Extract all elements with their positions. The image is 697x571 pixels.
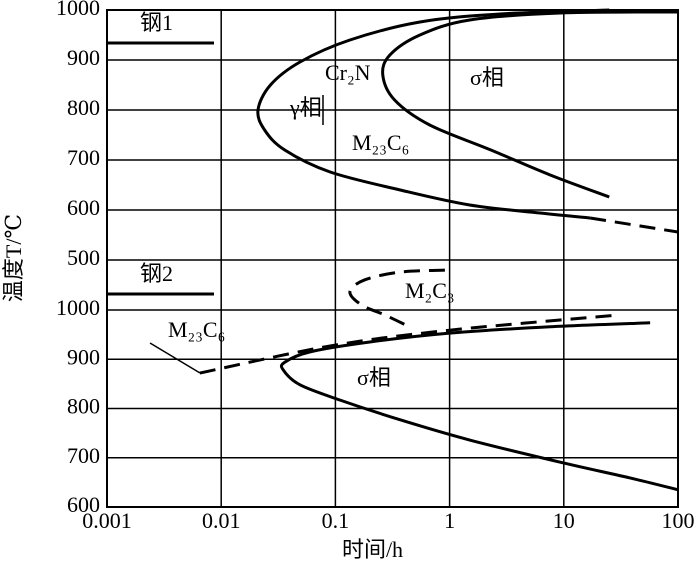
y-tick-label: 900 [67,344,100,369]
y-tick-label: 800 [67,394,100,419]
curve [381,10,679,199]
y-axis-label: 温度T/℃ [1,214,26,302]
x-tick-label: 0.001 [82,508,132,533]
annotation: Cr₂N [325,60,371,85]
x-tick-label: 100 [662,508,695,533]
panel-title: 钢1 [140,10,173,35]
y-tick-label: 700 [67,145,100,170]
panel-title: 钢2 [140,261,173,286]
annotation: γ相 [289,95,322,120]
y-tick-label: 500 [67,245,100,270]
y-tick-label: 600 [67,492,100,517]
y-tick-label: 800 [67,95,100,120]
curve [256,8,610,220]
annotation: σ相 [357,365,391,390]
y-tick-label: 1000 [56,295,100,320]
curve [348,268,445,327]
annotation: σ相 [470,65,504,90]
x-axis-label: 时间/h [342,537,403,562]
curve [199,313,621,375]
curve [589,216,679,234]
curve [279,321,679,492]
annotation: M₂₃C₆ [352,130,409,155]
y-tick-label: 700 [67,443,100,468]
y-tick-label: 900 [67,45,100,70]
annotation: M₂C₃ [405,278,455,303]
x-tick-label: 1 [444,508,455,533]
y-tick-label: 600 [67,195,100,220]
x-tick-label: 0.1 [322,508,350,533]
annotation-pointer [149,342,201,374]
annotation: M₂₃C₆ [168,317,225,342]
x-tick-label: 0.01 [202,508,241,533]
plot-frame [106,9,679,508]
x-tick-label: 10 [553,508,575,533]
y-tick-label: 1000 [56,0,100,20]
